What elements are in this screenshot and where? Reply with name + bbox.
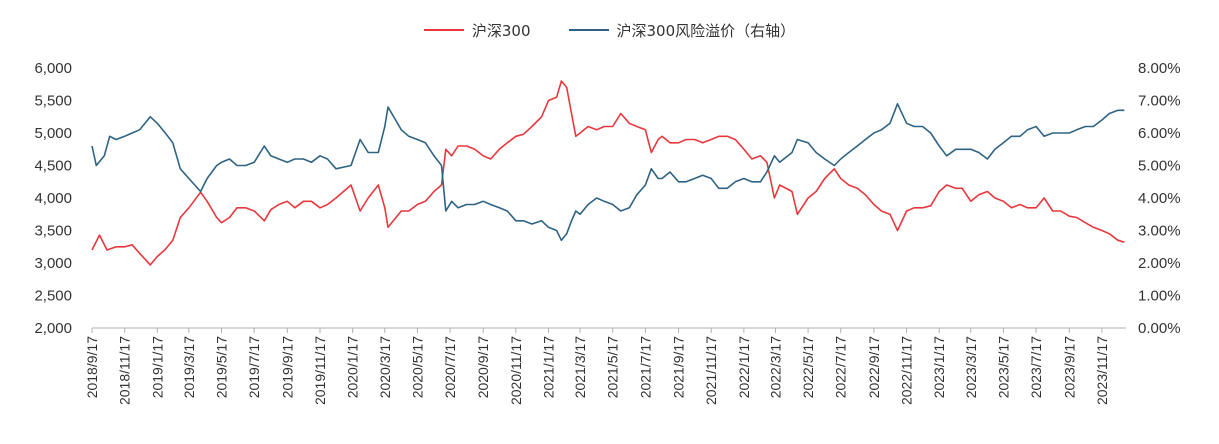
x-tick-label: 2021/9/17 — [671, 336, 687, 398]
x-tick-label: 2023/7/17 — [1028, 336, 1044, 398]
csi300-line — [91, 80, 1125, 266]
risk-premium-line — [91, 103, 1125, 242]
left-y-tick-label: 3,000 — [34, 255, 72, 272]
x-tick-label: 2022/3/17 — [767, 336, 783, 398]
x-tick-label: 2019/9/17 — [279, 336, 295, 398]
left-y-tick-label: 2,000 — [34, 320, 72, 337]
x-tick-label: 2023/3/17 — [963, 336, 979, 398]
x-tick-label: 2022/11/17 — [899, 336, 915, 405]
x-tick-label: 2020/11/17 — [508, 336, 524, 405]
right-y-tick-label: 7.00% — [1138, 93, 1181, 110]
right-y-tick-label: 8.00% — [1138, 60, 1181, 77]
x-tick-label: 2019/5/17 — [214, 336, 230, 398]
right-y-tick-label: 3.00% — [1138, 223, 1181, 240]
x-tick-label: 2018/11/17 — [117, 336, 133, 405]
left-y-tick-label: 5,500 — [34, 93, 72, 110]
legend-item-risk-premium: 沪深300风险溢价（右轴） — [568, 18, 796, 42]
x-tick-label: 2019/1/17 — [149, 336, 165, 398]
left-y-tick-label: 4,500 — [34, 158, 72, 175]
x-tick-label: 2020/3/17 — [377, 336, 393, 398]
right-y-tick-label: 1.00% — [1138, 288, 1181, 305]
legend: 沪深300 沪深300风险溢价（右轴） — [0, 18, 1219, 42]
legend-label-csi300: 沪深300 — [471, 21, 531, 40]
x-tick-label: 2021/7/17 — [637, 336, 653, 398]
x-tick-label: 2022/9/17 — [866, 336, 882, 398]
x-tick-label: 2019/7/17 — [246, 336, 262, 398]
x-tick-label: 2020/9/17 — [475, 336, 491, 398]
x-tick-label: 2023/5/17 — [995, 336, 1011, 398]
left-y-tick-label: 2,500 — [34, 288, 72, 305]
legend-label-risk-premium: 沪深300风险溢价（右轴） — [616, 21, 796, 40]
left-y-tick-label: 4,000 — [34, 190, 72, 207]
x-tick-label: 2020/5/17 — [409, 336, 425, 398]
right-y-tick-label: 6.00% — [1138, 125, 1181, 142]
right-y-tick-label: 0.00% — [1138, 320, 1181, 337]
x-tick-label: 2021/11/17 — [703, 336, 719, 405]
x-tick-label: 2020/7/17 — [442, 336, 458, 398]
x-tick-label: 2019/11/17 — [312, 336, 328, 405]
legend-item-csi300: 沪深300 — [423, 18, 531, 42]
right-y-tick-label: 2.00% — [1138, 255, 1181, 272]
legend-swatch-csi300 — [423, 29, 464, 31]
x-tick-label: 2018/9/17 — [84, 336, 100, 398]
x-tick-label: 2022/7/17 — [833, 336, 849, 398]
x-tick-label: 2023/1/17 — [931, 336, 947, 398]
left-y-tick-label: 3,500 — [34, 223, 72, 240]
left-y-tick-label: 6,000 — [34, 60, 72, 77]
left-y-tick-label: 5,000 — [34, 125, 72, 142]
x-tick-label: 2022/5/17 — [800, 336, 816, 398]
x-tick-label: 2021/1/17 — [541, 336, 557, 398]
x-tick-label: 2021/5/17 — [605, 336, 621, 398]
right-y-tick-label: 4.00% — [1138, 190, 1181, 207]
x-tick-label: 2020/1/17 — [345, 336, 361, 398]
legend-swatch-risk-premium — [568, 29, 609, 31]
right-y-tick-label: 5.00% — [1138, 158, 1181, 175]
x-tick-label: 2022/1/17 — [736, 336, 752, 398]
x-tick-label: 2023/9/17 — [1061, 336, 1077, 398]
x-tick-label: 2021/3/17 — [572, 336, 588, 398]
x-tick-label: 2023/11/17 — [1094, 336, 1110, 405]
x-tick-label: 2019/3/17 — [181, 336, 197, 398]
